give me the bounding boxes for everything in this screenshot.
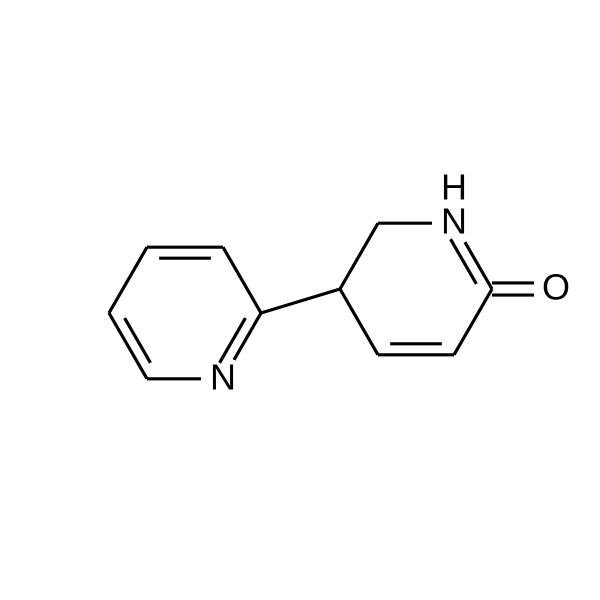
left-ring-nitrogen-label: N xyxy=(210,356,236,397)
nh-hydrogen-label: H xyxy=(441,167,467,208)
right-ring-bond-5 xyxy=(340,289,378,355)
left-ring-double-3 xyxy=(125,318,151,363)
oxygen-label: O xyxy=(542,267,570,308)
left-ring-bond-5 xyxy=(234,313,261,360)
right-ring-bond-0 xyxy=(340,223,378,289)
left-ring-bond-0 xyxy=(223,247,261,313)
right-ring-bond-2 xyxy=(465,242,492,289)
inter-ring-bond xyxy=(261,289,340,313)
right-ring-bond-3 xyxy=(454,289,492,355)
right-ring-double-2 xyxy=(451,239,477,284)
left-ring-bond-2 xyxy=(109,247,147,313)
molecule-diagram: NNHO xyxy=(0,0,600,600)
